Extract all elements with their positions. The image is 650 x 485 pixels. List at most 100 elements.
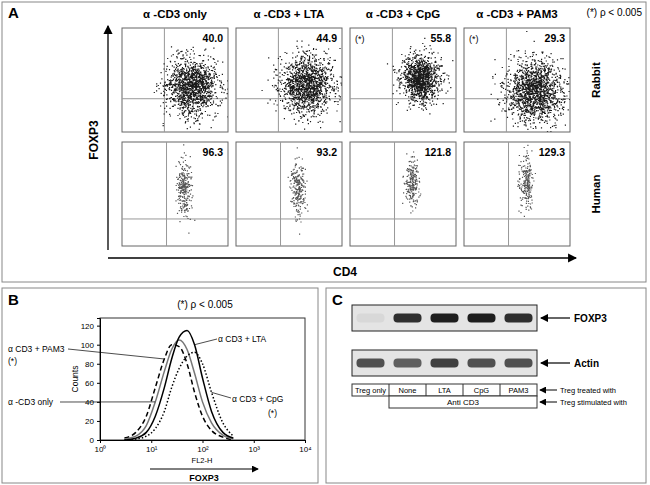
- data-label: 121.8: [425, 146, 451, 158]
- x-tick: 10²: [197, 440, 209, 454]
- x-tick-label: 10⁰: [95, 445, 107, 454]
- lane-label: Treg only: [355, 386, 386, 395]
- panel-b: B(*) ρ < 0.00510⁰10¹10²10³10⁴02040608010…: [2, 288, 318, 483]
- y-tick-label: 80: [85, 360, 94, 369]
- row-note: Treg treated with: [560, 386, 616, 395]
- data-label: 93.2: [317, 146, 338, 158]
- plot-frame: [100, 318, 305, 440]
- panel-border: [2, 288, 318, 483]
- dot-plot: 96.3: [122, 142, 228, 246]
- significance: (*): [469, 34, 479, 44]
- column-header: α -CD3 + PAM3: [476, 8, 557, 20]
- band-label: FOXP3: [574, 313, 607, 324]
- x-annotation: FOXP3: [189, 473, 219, 483]
- label-arrow: [540, 390, 557, 391]
- cell-cloud: [387, 38, 454, 115]
- panel-letter: C: [332, 291, 343, 308]
- cell-cloud: [517, 142, 536, 217]
- gel-band: [357, 359, 385, 368]
- gel-strip: [352, 350, 537, 376]
- x-tick-label: 10⁴: [299, 445, 312, 454]
- x-tick-mark: [254, 440, 255, 443]
- x-axis-title: FL2-H: [192, 456, 213, 465]
- panel-a: A(*) ρ < 0.005α -CD3 onlyα -CD3 + LTAα -…: [2, 2, 646, 282]
- x-tick: 10³: [248, 440, 260, 454]
- lines: [124, 330, 233, 440]
- leader-line: [195, 339, 217, 345]
- lane-divider: [500, 384, 501, 396]
- column-header: α -CD3 + LTA: [254, 8, 325, 20]
- data-label: 44.9: [317, 32, 338, 44]
- label-arrow: [540, 402, 557, 403]
- cell-cloud: [262, 40, 343, 130]
- title: (*) ρ < 0.005: [177, 299, 233, 310]
- significance: (*): [355, 34, 365, 44]
- x-tick-label: 10¹: [146, 445, 158, 454]
- gel-band: [357, 314, 385, 323]
- dot-plot: 121.8: [350, 142, 456, 246]
- lane-divider: [389, 384, 390, 396]
- y-tick: 0: [90, 436, 100, 445]
- leader-line: [60, 401, 155, 402]
- gel-band: [431, 314, 459, 323]
- y-tick-label: 100: [81, 341, 95, 350]
- series-label: α CD3 + LTA: [218, 334, 267, 344]
- y-tick-mark: [97, 421, 100, 422]
- dot-plot: 55.8(*): [350, 28, 456, 132]
- stimulus: Anti CD3: [447, 398, 480, 407]
- quadrant-line: [280, 142, 281, 246]
- column-header: α -CD3 only: [143, 8, 208, 20]
- stimulus-box: [389, 396, 537, 408]
- row-label: Rabbit: [590, 62, 602, 98]
- gel-band: [468, 314, 496, 323]
- x-tick: 10¹: [146, 440, 158, 454]
- cell-cloud: [490, 31, 570, 132]
- gel-strip: [352, 305, 537, 331]
- dot-plot: 93.2: [236, 142, 342, 246]
- y-tick-label: 40: [85, 398, 94, 407]
- x-tick: 10⁴: [299, 440, 312, 454]
- cell-cloud: [288, 147, 309, 235]
- significance: (*): [268, 408, 277, 418]
- gel-band: [431, 359, 459, 368]
- y-tick-label: 0: [90, 436, 95, 445]
- quadrant-line: [122, 218, 228, 219]
- dot-plot: 129.3: [464, 140, 570, 246]
- data-label: 40.0: [203, 32, 224, 44]
- x-tick-label: 10²: [197, 445, 209, 454]
- quadrant-line: [394, 142, 395, 246]
- lane-label: PAM3: [509, 386, 529, 395]
- band-label: Actin: [574, 358, 599, 369]
- quadrant-line: [166, 142, 167, 246]
- x-tick-mark: [151, 440, 152, 443]
- lane-divider: [426, 384, 427, 396]
- gel-band: [505, 314, 533, 323]
- y-axis-title: FOXP3: [87, 120, 101, 160]
- x-axis: 10⁰ 10¹ 10² 10³ 10⁴: [95, 440, 313, 454]
- quadrant-line: [506, 28, 507, 132]
- gel-band: [505, 359, 533, 368]
- leader-line: [68, 349, 164, 359]
- cell-cloud: [175, 144, 195, 234]
- histogram-line: [124, 352, 233, 440]
- y-tick: 100: [81, 341, 100, 350]
- lane-table: [352, 384, 537, 396]
- y-tick-mark: [97, 440, 100, 441]
- y-tick: 60: [85, 379, 100, 388]
- lane-label: LTA: [438, 386, 451, 395]
- x-tick-mark: [305, 440, 306, 443]
- panel-border: [2, 2, 646, 282]
- plot-frame: [236, 142, 342, 246]
- plot-frame: [350, 28, 456, 132]
- axis-arrow: [107, 26, 108, 250]
- label-arrow: [541, 317, 570, 318]
- y-tick: 20: [85, 417, 100, 426]
- plot-frame: [350, 142, 456, 246]
- quadrant-line: [508, 142, 509, 246]
- x-tick-label: 10³: [248, 445, 260, 454]
- lane-label: CpG: [474, 386, 490, 395]
- y-tick: 80: [85, 360, 100, 369]
- gel-band: [394, 359, 422, 368]
- axis-arrow: [108, 257, 576, 258]
- histogram-line: [124, 345, 233, 440]
